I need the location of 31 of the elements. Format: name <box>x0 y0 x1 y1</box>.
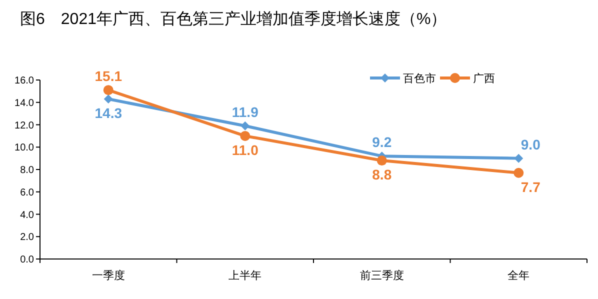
title: 图6 2021年广西、百色第三产业增加值季度增长速度（%） <box>20 11 447 28</box>
y-tick-label: 10.0 <box>14 142 34 154</box>
data-label: 15.1 <box>94 68 122 84</box>
y-tick-label: 2.0 <box>20 232 34 244</box>
point <box>514 168 524 178</box>
data-label: 9.0 <box>520 136 541 152</box>
y-tick-label: 12.0 <box>14 120 34 132</box>
data-label: 11.0 <box>232 142 259 158</box>
point <box>514 154 524 163</box>
data-label: 8.8 <box>372 166 392 183</box>
point <box>240 121 250 130</box>
x-tick-label: 一季度 <box>92 269 125 282</box>
data-label: 14.3 <box>94 105 122 122</box>
x-tick-label: 前三季度 <box>360 269 404 282</box>
x-tick-label: 全年 <box>508 270 530 282</box>
x-tick-label: 上半年 <box>228 269 262 282</box>
data-label: 9.2 <box>372 134 392 150</box>
y-tick-label: 14.0 <box>14 98 34 109</box>
point <box>240 130 250 141</box>
y-tick-label: 16.0 <box>14 76 34 86</box>
data-label: 7.7 <box>520 178 541 195</box>
data-label: 11.9 <box>232 104 259 120</box>
y-tick-label: 4.0 <box>20 210 34 221</box>
y-tick-label: 0.0 <box>20 254 34 266</box>
point <box>376 156 387 166</box>
y-tick-label: 6.0 <box>20 187 34 198</box>
legend-label: 广西 <box>473 72 495 85</box>
point <box>103 85 114 96</box>
y-tick-label: 8.0 <box>20 165 34 176</box>
point <box>104 94 113 104</box>
legend-label: 百色市 <box>403 72 436 85</box>
